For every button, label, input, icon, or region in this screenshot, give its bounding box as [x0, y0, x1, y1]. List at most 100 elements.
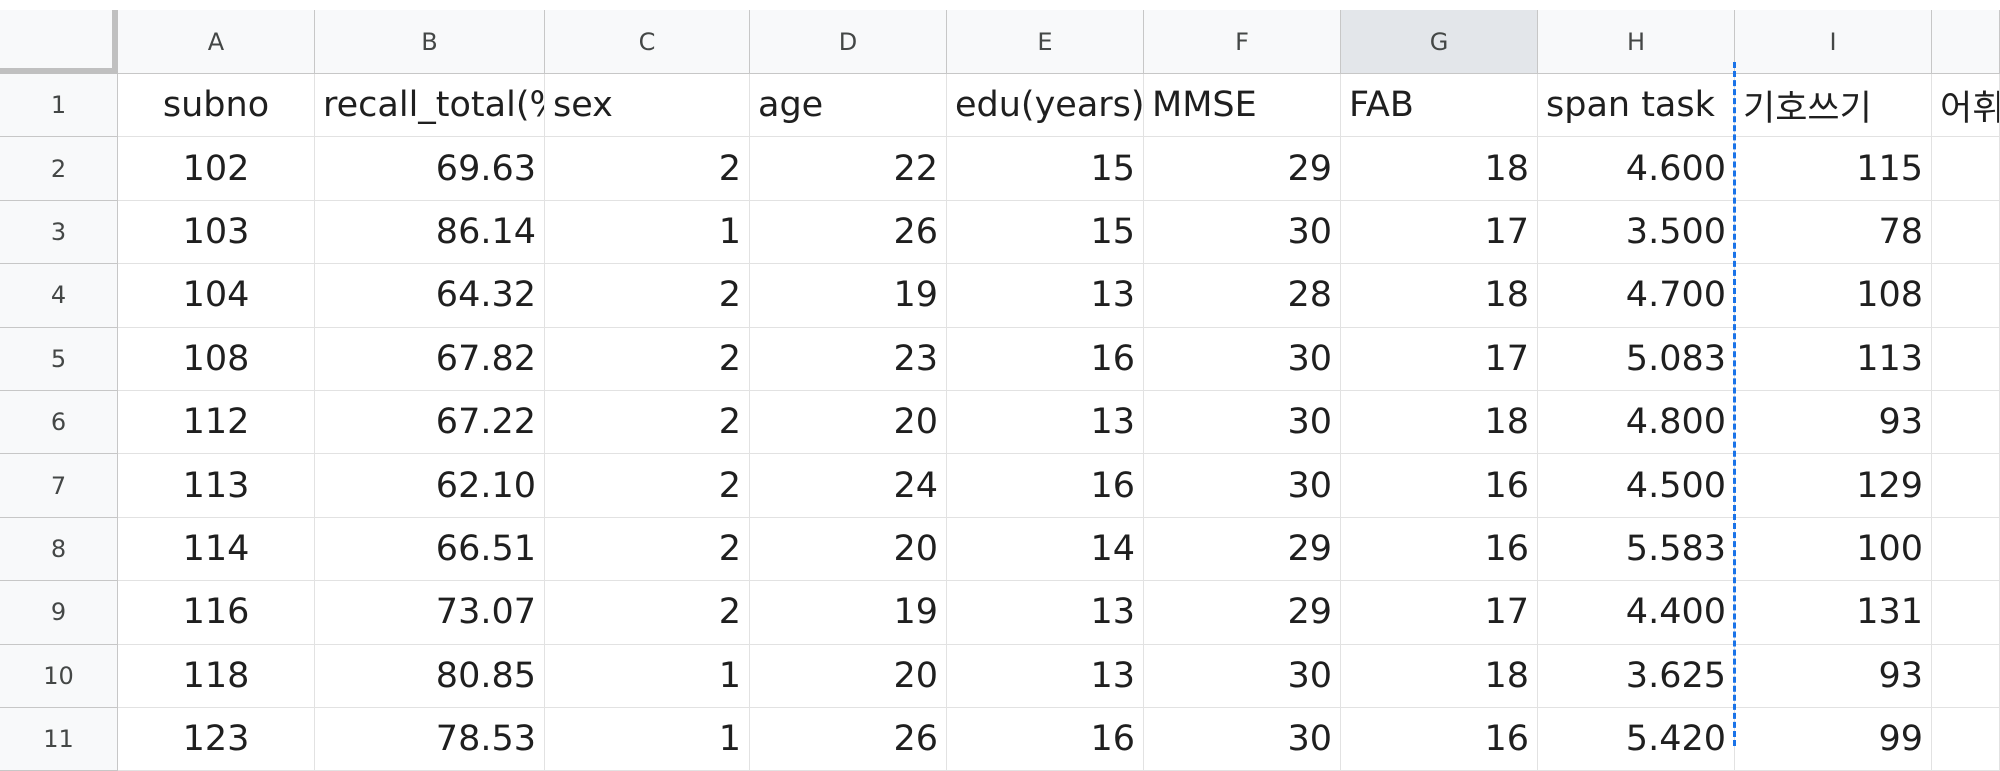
data-cell[interactable]: 123: [118, 708, 315, 771]
data-cell[interactable]: 1: [545, 200, 750, 265]
row-header-6[interactable]: 6: [0, 391, 118, 455]
data-cell[interactable]: 29: [1144, 581, 1341, 645]
data-cell[interactable]: [1932, 644, 2000, 708]
data-cell[interactable]: 80.85: [315, 644, 545, 708]
data-cell[interactable]: 13: [947, 264, 1144, 328]
header-cell[interactable]: MMSE: [1144, 74, 1341, 138]
data-cell[interactable]: 15: [947, 200, 1144, 265]
data-cell[interactable]: 64.32: [315, 264, 545, 328]
data-cell[interactable]: 13: [947, 644, 1144, 708]
data-cell[interactable]: 14: [947, 517, 1144, 582]
data-cell[interactable]: 116: [118, 581, 315, 645]
data-cell[interactable]: 78: [1735, 200, 1932, 265]
data-cell[interactable]: 118: [118, 644, 315, 708]
data-cell[interactable]: 102: [118, 137, 315, 201]
data-cell[interactable]: 2: [545, 327, 750, 391]
column-header-f[interactable]: F: [1144, 10, 1341, 74]
column-header-h[interactable]: H: [1538, 10, 1735, 74]
data-cell[interactable]: 29: [1144, 137, 1341, 201]
column-header-a[interactable]: A: [118, 10, 315, 74]
data-cell[interactable]: 2: [545, 454, 750, 518]
data-cell[interactable]: 19: [750, 264, 947, 328]
data-cell[interactable]: 1: [545, 708, 750, 771]
data-cell[interactable]: 2: [545, 581, 750, 645]
data-cell[interactable]: [1932, 517, 2000, 582]
data-cell[interactable]: 17: [1341, 581, 1538, 645]
data-cell[interactable]: [1932, 454, 2000, 518]
select-all-corner[interactable]: [0, 10, 118, 74]
data-cell[interactable]: 62.10: [315, 454, 545, 518]
data-cell[interactable]: 67.22: [315, 391, 545, 455]
data-cell[interactable]: 18: [1341, 137, 1538, 201]
data-cell[interactable]: 30: [1144, 391, 1341, 455]
header-cell[interactable]: sex: [545, 74, 750, 138]
data-cell[interactable]: 67.82: [315, 327, 545, 391]
data-cell[interactable]: [1932, 137, 2000, 201]
data-cell[interactable]: 4.700: [1538, 264, 1735, 328]
data-cell[interactable]: 99: [1735, 708, 1932, 771]
data-cell[interactable]: 16: [1341, 517, 1538, 582]
row-header-3[interactable]: 3: [0, 200, 118, 265]
data-cell[interactable]: 16: [947, 708, 1144, 771]
data-cell[interactable]: 18: [1341, 264, 1538, 328]
column-header-j[interactable]: [1932, 10, 2000, 74]
data-cell[interactable]: 16: [947, 327, 1144, 391]
data-cell[interactable]: 22: [750, 137, 947, 201]
data-cell[interactable]: [1932, 200, 2000, 265]
data-cell[interactable]: 78.53: [315, 708, 545, 771]
data-cell[interactable]: 24: [750, 454, 947, 518]
data-cell[interactable]: 3.625: [1538, 644, 1735, 708]
row-header-8[interactable]: 8: [0, 517, 118, 582]
data-cell[interactable]: 108: [118, 327, 315, 391]
row-header-5[interactable]: 5: [0, 327, 118, 391]
column-header-d[interactable]: D: [750, 10, 947, 74]
data-cell[interactable]: 2: [545, 517, 750, 582]
row-header-7[interactable]: 7: [0, 454, 118, 518]
data-cell[interactable]: 4.600: [1538, 137, 1735, 201]
data-cell[interactable]: 5.420: [1538, 708, 1735, 771]
column-header-i[interactable]: I: [1735, 10, 1932, 74]
data-cell[interactable]: 18: [1341, 644, 1538, 708]
data-cell[interactable]: 108: [1735, 264, 1932, 328]
data-cell[interactable]: 30: [1144, 708, 1341, 771]
data-cell[interactable]: 19: [750, 581, 947, 645]
header-cell[interactable]: subno: [118, 74, 315, 138]
header-cell[interactable]: age: [750, 74, 947, 138]
row-header-2[interactable]: 2: [0, 137, 118, 201]
column-header-c[interactable]: C: [545, 10, 750, 74]
data-cell[interactable]: 114: [118, 517, 315, 582]
data-cell[interactable]: [1932, 391, 2000, 455]
header-cell[interactable]: FAB: [1341, 74, 1538, 138]
header-cell[interactable]: 기호쓰기: [1735, 74, 1932, 138]
header-cell[interactable]: 어휘: [1932, 74, 2000, 138]
data-cell[interactable]: 23: [750, 327, 947, 391]
header-cell[interactable]: span task: [1538, 74, 1735, 138]
data-cell[interactable]: 30: [1144, 644, 1341, 708]
data-cell[interactable]: 103: [118, 200, 315, 265]
column-header-e[interactable]: E: [947, 10, 1144, 74]
data-cell[interactable]: 16: [947, 454, 1144, 518]
data-cell[interactable]: 20: [750, 517, 947, 582]
data-cell[interactable]: 112: [118, 391, 315, 455]
data-cell[interactable]: 30: [1144, 327, 1341, 391]
data-cell[interactable]: 30: [1144, 200, 1341, 265]
data-cell[interactable]: 5.083: [1538, 327, 1735, 391]
data-cell[interactable]: 20: [750, 644, 947, 708]
row-header-10[interactable]: 10: [0, 644, 118, 708]
data-cell[interactable]: 104: [118, 264, 315, 328]
data-cell[interactable]: 26: [750, 200, 947, 265]
data-cell[interactable]: 30: [1144, 454, 1341, 518]
data-cell[interactable]: 18: [1341, 391, 1538, 455]
row-header-4[interactable]: 4: [0, 264, 118, 328]
data-cell[interactable]: 29: [1144, 517, 1341, 582]
data-cell[interactable]: 69.63: [315, 137, 545, 201]
data-cell[interactable]: 73.07: [315, 581, 545, 645]
data-cell[interactable]: 16: [1341, 708, 1538, 771]
data-cell[interactable]: 15: [947, 137, 1144, 201]
data-cell[interactable]: 2: [545, 391, 750, 455]
row-header-1[interactable]: 1: [0, 74, 118, 138]
row-header-9[interactable]: 9: [0, 581, 118, 645]
data-cell[interactable]: 2: [545, 264, 750, 328]
data-cell[interactable]: [1932, 581, 2000, 645]
data-cell[interactable]: 129: [1735, 454, 1932, 518]
